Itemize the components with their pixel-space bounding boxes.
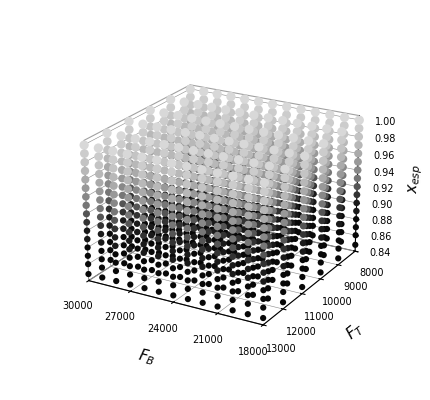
X-axis label: $F_B$: $F_B$ xyxy=(136,346,157,368)
Y-axis label: $F_T$: $F_T$ xyxy=(343,318,369,344)
